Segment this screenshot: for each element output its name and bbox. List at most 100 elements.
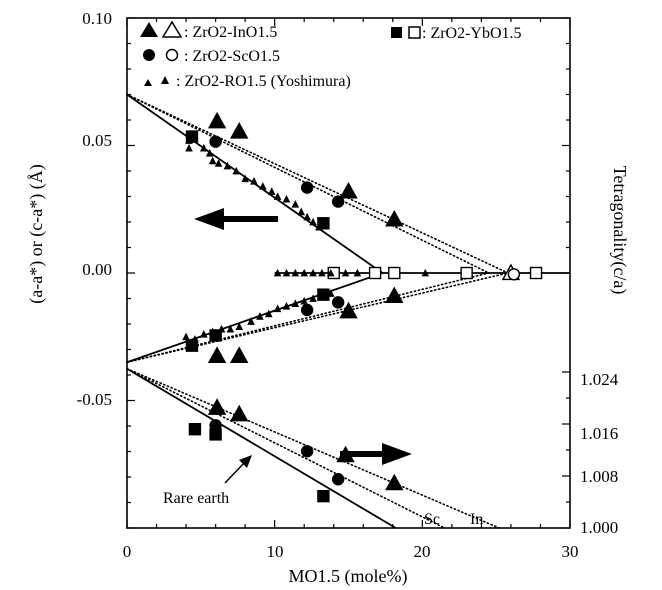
point-s14-5 bbox=[318, 268, 326, 277]
point-s12-9 bbox=[250, 177, 258, 185]
point-s5-2 bbox=[331, 296, 345, 309]
rare-earth-pointer bbox=[224, 460, 247, 484]
fit-line-1 bbox=[126, 272, 383, 364]
point-s2-1 bbox=[230, 404, 249, 422]
data-points bbox=[182, 111, 543, 503]
legend-in-open-triangle bbox=[161, 20, 183, 38]
y-tick-labels-right: 1.024 1.016 1.008 1.000 bbox=[580, 370, 619, 537]
x-tick-labels: 0 10 20 30 bbox=[123, 542, 579, 561]
point-s4-2 bbox=[331, 195, 345, 208]
point-s12-4 bbox=[208, 156, 217, 165]
legend-yb-label: : ZrO2-YbO1.5 bbox=[422, 25, 522, 42]
point-s13-0 bbox=[182, 332, 190, 341]
point-s2-3 bbox=[385, 473, 404, 491]
point-s11-0 bbox=[327, 266, 340, 280]
legend-yb-filled-square bbox=[391, 27, 402, 38]
point-s11-1 bbox=[368, 266, 382, 280]
point-s9-1 bbox=[209, 329, 222, 342]
point-s12-15 bbox=[297, 207, 306, 216]
point-s12-6 bbox=[223, 161, 232, 170]
point-s11-2 bbox=[388, 266, 401, 280]
point-s13-16 bbox=[326, 289, 335, 297]
point-s12-10 bbox=[259, 182, 267, 190]
point-s1-2 bbox=[339, 301, 358, 319]
point-s13-15 bbox=[318, 291, 326, 300]
point-s13-6 bbox=[235, 322, 244, 330]
point-s14-3 bbox=[300, 268, 308, 277]
x-tick-label-3: 30 bbox=[562, 542, 579, 561]
point-s4-1 bbox=[300, 181, 314, 194]
x-axis-title: MO1.5 (mole%) bbox=[289, 566, 408, 587]
point-s12-5 bbox=[214, 159, 223, 167]
point-s8-0 bbox=[185, 130, 199, 143]
point-s5-1 bbox=[300, 303, 314, 317]
legend-r-small-triangle-2 bbox=[161, 76, 169, 84]
legend-sc-label: : ZrO2-ScO1.5 bbox=[184, 48, 280, 65]
right-arrow-head bbox=[382, 443, 412, 465]
legend: : ZrO2-InO1.5 : ZrO2-ScO1.5 : ZrO2-RO1.5… bbox=[140, 20, 522, 90]
x-tick-label-2: 20 bbox=[414, 542, 431, 561]
point-s10-1 bbox=[209, 428, 222, 441]
rare-earth-label: Rare earth bbox=[163, 490, 229, 507]
fit-line-6 bbox=[126, 272, 509, 364]
point-s13-5 bbox=[226, 324, 235, 333]
point-s4-0 bbox=[209, 135, 222, 148]
rare-earth-pointer-head bbox=[239, 455, 252, 468]
legend-entry-in: : ZrO2-InO1.5 bbox=[140, 20, 277, 41]
point-s0-0 bbox=[207, 111, 227, 129]
point-s12-18 bbox=[315, 222, 323, 231]
point-s13-7 bbox=[247, 317, 255, 325]
point-s13-11 bbox=[282, 301, 291, 310]
point-s12-14 bbox=[291, 199, 300, 208]
point-s1-0 bbox=[207, 346, 227, 363]
fit-line-8 bbox=[126, 367, 500, 529]
legend-r-small-triangle-1 bbox=[144, 79, 152, 86]
point-s12-11 bbox=[267, 187, 276, 195]
point-s1-1 bbox=[230, 346, 249, 363]
point-s14-8 bbox=[353, 268, 362, 277]
point-s7-0 bbox=[507, 268, 521, 281]
point-s1-3 bbox=[385, 286, 404, 304]
point-s0-3 bbox=[385, 210, 404, 227]
right-tick-label-0: 1.024 bbox=[580, 370, 619, 389]
point-s11-3 bbox=[460, 266, 473, 280]
legend-sc-open-circle bbox=[165, 48, 179, 62]
point-s13-12 bbox=[291, 299, 300, 308]
legend-in-label: : ZrO2-InO1.5 bbox=[184, 24, 277, 41]
point-s14-4 bbox=[309, 268, 317, 277]
point-s6-2 bbox=[331, 473, 345, 486]
legend-in-filled-triangle bbox=[140, 22, 158, 37]
point-s13-2 bbox=[199, 330, 208, 338]
y-tick-label-0: 0.10 bbox=[82, 9, 112, 28]
legend-r-label: : ZrO2-RO1.5 (Yoshimura) bbox=[176, 73, 351, 90]
point-s10-0 bbox=[188, 423, 202, 436]
point-s12-1 bbox=[185, 136, 193, 144]
point-s12-3 bbox=[205, 148, 214, 157]
y-axis-title-left: (a-a*) or (c-a*) (Å) bbox=[26, 164, 47, 303]
point-s13-8 bbox=[256, 312, 264, 320]
point-s12-8 bbox=[241, 174, 249, 183]
annotations: Rare earth Sc In bbox=[163, 208, 483, 528]
point-s0-1 bbox=[230, 122, 249, 139]
legend-entry-sc: : ZrO2-ScO1.5 bbox=[143, 48, 280, 65]
point-s12-13 bbox=[282, 194, 291, 203]
sc-label: Sc bbox=[424, 511, 440, 528]
left-arrow-head bbox=[194, 208, 224, 230]
legend-yb-open-square bbox=[408, 26, 421, 39]
right-tick-label-2: 1.008 bbox=[580, 467, 618, 486]
point-s8-1 bbox=[317, 217, 330, 230]
point-s12-16 bbox=[303, 212, 311, 221]
point-s12-7 bbox=[232, 166, 241, 175]
x-tick-label-1: 10 bbox=[267, 542, 284, 561]
right-tick-label-3: 1.000 bbox=[580, 518, 618, 537]
legend-sc-filled-circle bbox=[143, 49, 155, 61]
point-s13-13 bbox=[300, 296, 308, 305]
point-s12-0 bbox=[185, 143, 193, 152]
point-s13-3 bbox=[208, 327, 217, 336]
tick-marks bbox=[126, 17, 571, 529]
point-s9-0 bbox=[185, 339, 199, 352]
point-s14-6 bbox=[326, 268, 335, 277]
fit-line-5 bbox=[126, 93, 509, 274]
point-s11-4 bbox=[529, 266, 543, 280]
